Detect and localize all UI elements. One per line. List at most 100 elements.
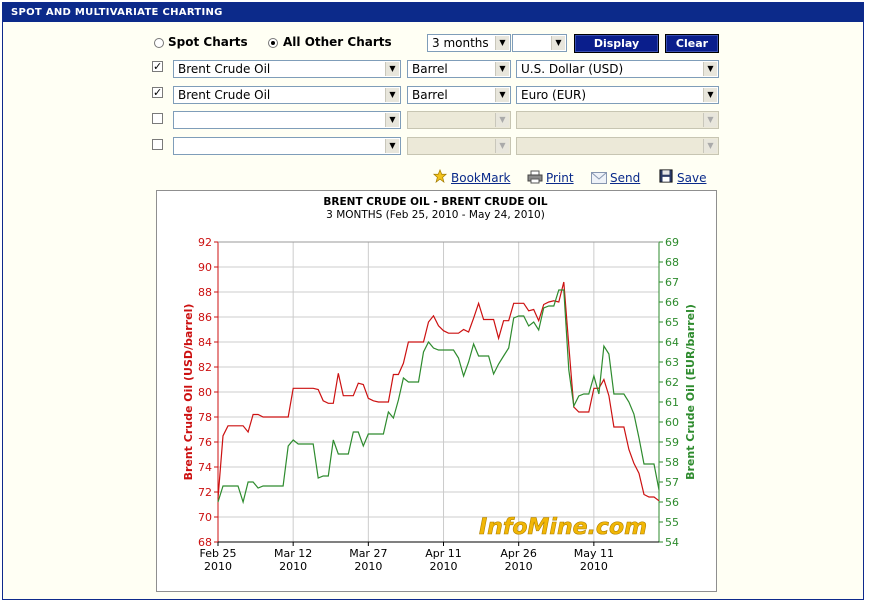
right-tick-label: 59 xyxy=(665,436,679,449)
row-4-commodity-select[interactable]: ▼ xyxy=(173,137,401,155)
right-tick-label: 58 xyxy=(665,456,679,469)
row-2-commodity-select[interactable]: Brent Crude Oil ▼ xyxy=(173,86,401,104)
right-tick-label: 67 xyxy=(665,276,679,289)
envelope-icon xyxy=(591,172,607,184)
x-tick-year-label: 2010 xyxy=(204,560,232,573)
clear-button[interactable]: Clear xyxy=(665,34,719,53)
x-tick-label: Apr 11 xyxy=(425,547,462,560)
row-4-unit-select[interactable]: ▼ xyxy=(407,137,511,155)
right-axis-label: Brent Crude Oil (EUR/barrel) xyxy=(684,304,697,480)
row-3-unit-select[interactable]: ▼ xyxy=(407,111,511,129)
right-tick-label: 69 xyxy=(665,236,679,249)
row-1-commodity-select[interactable]: Brent Crude Oil ▼ xyxy=(173,60,401,78)
eur-series-line xyxy=(217,289,660,505)
left-tick-label: 76 xyxy=(198,436,212,449)
row-2-currency-value: Euro (EUR) xyxy=(521,88,587,102)
row-1-unit-select[interactable]: Barrel ▼ xyxy=(407,60,511,78)
chevron-down-icon: ▼ xyxy=(703,62,717,76)
left-tick-label: 90 xyxy=(198,261,212,274)
x-tick-label: Mar 12 xyxy=(274,547,312,560)
row-2-currency-select[interactable]: Euro (EUR) ▼ xyxy=(516,86,719,104)
row-4-currency-select[interactable]: ▼ xyxy=(516,137,719,155)
chevron-down-icon: ▼ xyxy=(703,113,717,127)
chevron-down-icon: ▼ xyxy=(495,62,509,76)
left-tick-label: 78 xyxy=(198,411,212,424)
left-tick-label: 88 xyxy=(198,286,212,299)
row-2-unit-value: Barrel xyxy=(412,88,448,102)
left-tick-label: 70 xyxy=(198,511,212,524)
period-select[interactable]: 3 months ▼ xyxy=(427,34,511,52)
printer-icon xyxy=(527,170,543,184)
row-3-currency-select[interactable]: ▼ xyxy=(516,111,719,129)
period-select-value: 3 months xyxy=(432,36,489,50)
display-button[interactable]: Display xyxy=(574,34,659,53)
chevron-down-icon: ▼ xyxy=(495,88,509,102)
right-tick-label: 65 xyxy=(665,316,679,329)
row-2-commodity-value: Brent Crude Oil xyxy=(178,88,271,102)
right-tick-label: 56 xyxy=(665,496,679,509)
x-tick-label: Feb 25 xyxy=(200,547,237,560)
row-1-currency-select[interactable]: U.S. Dollar (USD) ▼ xyxy=(516,60,719,78)
right-tick-label: 66 xyxy=(665,296,679,309)
row-3-commodity-select[interactable]: ▼ xyxy=(173,111,401,129)
star-icon xyxy=(432,169,448,183)
chevron-down-icon: ▼ xyxy=(495,36,509,50)
send-link[interactable]: Send xyxy=(610,171,641,185)
chevron-down-icon: ▼ xyxy=(703,139,717,153)
left-tick-label: 72 xyxy=(198,486,212,499)
save-link[interactable]: Save xyxy=(677,171,707,185)
x-tick-year-label: 2010 xyxy=(580,560,608,573)
print-link[interactable]: Print xyxy=(546,171,574,185)
chart-subtitle: 3 MONTHS (Feb 25, 2010 - May 24, 2010) xyxy=(326,209,545,221)
row-1-unit-value: Barrel xyxy=(412,62,448,76)
row-4-checkbox[interactable] xyxy=(152,139,163,150)
left-tick-label: 84 xyxy=(198,336,212,349)
usd-series-line xyxy=(217,281,660,502)
chevron-down-icon: ▼ xyxy=(385,113,399,127)
left-tick-label: 80 xyxy=(198,386,212,399)
left-axis-label: Brent Crude Oil (USD/barrel) xyxy=(182,304,195,481)
all-other-charts-label: All Other Charts xyxy=(283,35,392,49)
right-tick-label: 62 xyxy=(665,376,679,389)
spot-charts-radio[interactable] xyxy=(154,38,164,48)
x-tick-year-label: 2010 xyxy=(354,560,382,573)
right-tick-label: 63 xyxy=(665,356,679,369)
right-tick-label: 57 xyxy=(665,476,679,489)
bookmark-link[interactable]: BookMark xyxy=(451,171,511,185)
row-2-unit-select[interactable]: Barrel ▼ xyxy=(407,86,511,104)
row-1-commodity-value: Brent Crude Oil xyxy=(178,62,271,76)
left-tick-label: 74 xyxy=(198,461,212,474)
chevron-down-icon: ▼ xyxy=(703,88,717,102)
row-2-checkbox[interactable]: ✓ xyxy=(152,86,163,99)
x-tick-year-label: 2010 xyxy=(430,560,458,573)
right-tick-label: 68 xyxy=(665,256,679,269)
x-tick-label: Apr 26 xyxy=(500,547,537,560)
left-tick-label: 68 xyxy=(198,536,212,549)
right-tick-label: 61 xyxy=(665,396,679,409)
right-tick-label: 54 xyxy=(665,536,679,549)
left-tick-label: 82 xyxy=(198,361,212,374)
all-other-charts-radio[interactable] xyxy=(268,38,278,48)
row-3-checkbox[interactable] xyxy=(152,113,163,124)
x-tick-year-label: 2010 xyxy=(279,560,307,573)
chart-title: BRENT CRUDE OIL - BRENT CRUDE OIL xyxy=(323,196,547,208)
spot-charts-label: Spot Charts xyxy=(168,35,248,49)
chevron-down-icon: ▼ xyxy=(495,113,509,127)
right-tick-label: 64 xyxy=(665,336,679,349)
chart-container: BRENT CRUDE OIL - BRENT CRUDE OIL 3 MONTH… xyxy=(156,190,717,592)
period-secondary-select[interactable]: ▼ xyxy=(512,34,567,52)
chevron-down-icon: ▼ xyxy=(385,139,399,153)
infomine-watermark: InfoMine.com xyxy=(479,515,647,540)
chevron-down-icon: ▼ xyxy=(385,88,399,102)
chevron-down-icon: ▼ xyxy=(551,36,565,50)
left-tick-label: 86 xyxy=(198,311,212,324)
x-tick-label: May 11 xyxy=(574,547,614,560)
panel-title: SPOT AND MULTIVARIATE CHARTING xyxy=(3,3,863,22)
row-1-currency-value: U.S. Dollar (USD) xyxy=(521,62,624,76)
right-tick-label: 55 xyxy=(665,516,679,529)
row-1-checkbox[interactable]: ✓ xyxy=(152,60,163,73)
x-tick-label: Mar 27 xyxy=(349,547,387,560)
right-tick-label: 60 xyxy=(665,416,679,429)
floppy-disk-icon xyxy=(659,169,673,183)
